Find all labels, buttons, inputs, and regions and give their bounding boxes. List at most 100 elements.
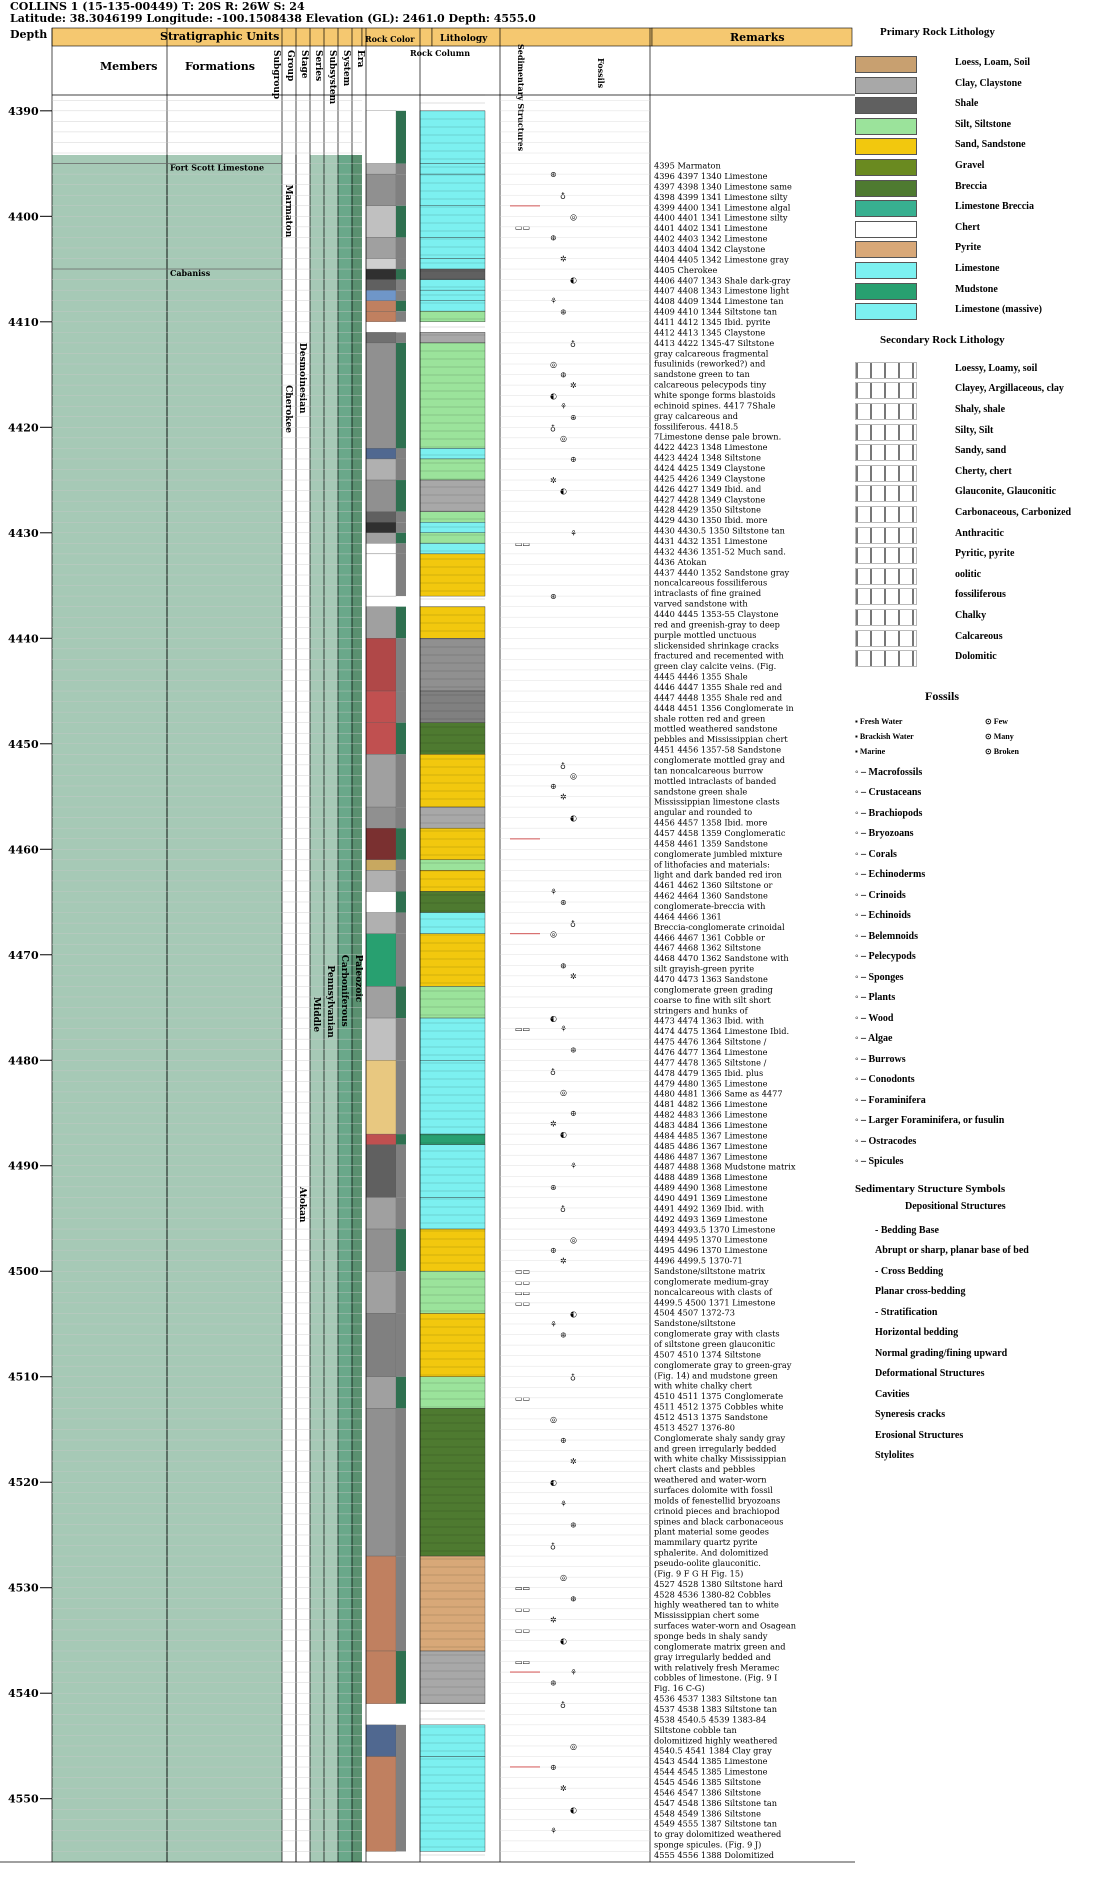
remark-line: spines and black carbonaceous <box>654 1516 783 1526</box>
remark-line: 4448 4451 1356 Conglomerate in <box>654 703 794 713</box>
fossil-env-label: ▪ Fresh Water <box>855 716 903 726</box>
legend-primary-item: Chert <box>855 220 1109 238</box>
remark-line: 4543 4544 1385 Limestone <box>654 1756 768 1766</box>
fossil-legend-item: ◦ – Algae <box>855 1033 893 1045</box>
fossil-symbol: ◎ <box>570 771 577 780</box>
depth-tick-label: 4450 <box>8 738 39 751</box>
legend-label: Clay, Claystone <box>955 77 1022 89</box>
remark-line: 4408 4409 1344 Limestone tan <box>654 296 784 306</box>
rock-color-swatch <box>396 859 406 871</box>
depth-tick-label: 4550 <box>8 1793 39 1806</box>
lithology-interval <box>419 1724 486 1757</box>
fossil-symbol: ◐ <box>550 392 557 401</box>
legend-label: Limestone Breccia <box>955 201 1034 213</box>
legend-label: Chalky <box>955 610 987 621</box>
fossil-symbol: ⚘ <box>560 402 567 411</box>
rank-header: Group <box>285 50 295 81</box>
remark-line: 4462 4464 1360 Sandstone <box>654 891 768 901</box>
remark-line: calcareous pelecypods tiny <box>654 380 766 390</box>
lithology-interval <box>419 1376 486 1409</box>
rock-color-swatch <box>396 986 406 1019</box>
rock-color-swatch <box>396 458 406 481</box>
legend-secondary-item: Anthracitic <box>855 526 1109 544</box>
legend-primary-title: Primary Rock Lithology <box>880 26 995 38</box>
legend-label: Limestone (massive) <box>955 304 1042 316</box>
remark-line: (Fig. 14) and mudstone green <box>654 1370 778 1380</box>
legend-swatch <box>855 547 917 565</box>
remark-line: sandstone green shale <box>654 786 747 796</box>
remark-line: green clay calcite veins. (Fig. <box>654 661 776 671</box>
remark-line: 4473 4474 1363 Ibid. with <box>654 1016 765 1026</box>
lithology-interval <box>419 268 486 280</box>
remark-line: 4479 4480 1365 Limestone <box>654 1078 768 1088</box>
rock-color-swatch <box>365 722 397 755</box>
remark-line: 4504 4507 1372-73 <box>654 1308 735 1318</box>
remark-line: pebbles and Mississippian chert <box>654 734 788 744</box>
remark-line: stringers and hunks of <box>654 1005 749 1015</box>
fossil-symbol: ✲ <box>550 1615 557 1624</box>
rock-color-swatch <box>396 311 406 322</box>
legend-secondary-item: Chalky <box>855 609 1109 626</box>
lithology-interval <box>419 859 486 871</box>
fossil-symbol: ⊛ <box>550 1183 557 1192</box>
remark-line: varved sandstone with <box>653 599 748 609</box>
remark-line: 4447 4448 1355 Shale red and <box>654 692 782 702</box>
rock-color-swatch <box>396 1556 406 1652</box>
rock-color-swatch <box>365 163 397 175</box>
fossil-symbol: ⊕ <box>560 1436 567 1445</box>
rock-color-swatch <box>396 448 406 459</box>
remark-line: 4426 4427 1349 Ibid. and <box>654 484 761 494</box>
strat-unit-label: Paleozoic <box>353 955 363 1003</box>
fossil-symbol: ◎ <box>550 930 557 939</box>
strat-unit-label: Pennsylvanian <box>325 965 335 1038</box>
fossil-symbol: ⊕ <box>560 961 567 970</box>
rock-color-swatch <box>396 807 406 829</box>
lithology-interval <box>419 511 486 523</box>
depth-tick-label: 4480 <box>8 1054 39 1067</box>
rock-color-swatch <box>396 553 406 597</box>
sed-legend-item: Normal grading/fining upward <box>875 1347 1008 1359</box>
remark-line: of siltstone green glauconitic <box>654 1339 775 1349</box>
rock-color-swatch <box>396 1134 406 1145</box>
depth-tick-label: 4410 <box>8 316 39 329</box>
fossil-symbol: ✲ <box>570 1457 577 1466</box>
remark-line: dolomitized highly weathered <box>654 1735 777 1745</box>
remark-line: 4510 4511 1375 Conglomerate <box>654 1391 783 1401</box>
remark-line: sponge spicules. (Fig. 9 J) <box>654 1840 761 1850</box>
remark-line: 4528 4536 1380-82 Cobbles <box>654 1589 771 1599</box>
strat-unit-label: Marmaton <box>283 185 293 238</box>
rock-color-swatch <box>396 1018 406 1061</box>
rock-color-swatch <box>365 891 397 913</box>
fossil-symbol: ◐ <box>550 1014 557 1023</box>
sed-legend-item: Horizontal bedding <box>875 1327 959 1339</box>
fossil-legend-item: ◦ – Ostracodes <box>855 1135 917 1147</box>
remark-line: 4555 4556 1388 Dolomitized <box>654 1850 774 1860</box>
remark-line: purple mottled unctuous <box>654 630 756 640</box>
fossil-legend-item: ◦ – Belemnoids <box>855 930 918 942</box>
remark-line: sphalerite. And dolomitized <box>654 1548 768 1558</box>
lithology-interval <box>419 986 486 1019</box>
remark-line: 4490 4491 1369 Limestone <box>654 1193 768 1203</box>
fossil-legend-item: ◦ – Foraminifera <box>855 1094 926 1106</box>
rock-color-swatch <box>396 638 406 692</box>
remark-line: 4445 4446 1355 Shale <box>654 672 748 682</box>
rock-color-swatch <box>365 205 397 238</box>
legend-primary-item: Sand, Sandstone <box>855 138 1109 156</box>
fossil-symbol: ♁ <box>560 761 566 770</box>
remark-line: slickensided shrinkage cracks <box>654 640 779 650</box>
remark-line: weathered and water-worn <box>654 1475 767 1485</box>
depth-tick-label: 4470 <box>8 949 39 962</box>
sed-legend-item: - Stratification <box>875 1306 938 1318</box>
lithology-interval <box>419 722 486 755</box>
fossil-symbol: ⚘ <box>550 1320 557 1329</box>
remark-line: 4467 4468 1362 Siltstone <box>654 943 761 953</box>
rock-color-swatch <box>365 1228 397 1272</box>
legend-swatch <box>855 159 917 176</box>
remark-line: 4496 4499.5 1370-71 <box>654 1256 743 1266</box>
remark-line: 4547 4548 1386 Siltstone tan <box>654 1798 778 1808</box>
rock-color-swatch <box>365 859 397 871</box>
rock-color-swatch <box>365 479 397 512</box>
fossil-symbol: ♁ <box>550 1542 556 1551</box>
rock-color-swatch <box>396 870 406 892</box>
depth-tick-label: 4500 <box>8 1265 39 1278</box>
